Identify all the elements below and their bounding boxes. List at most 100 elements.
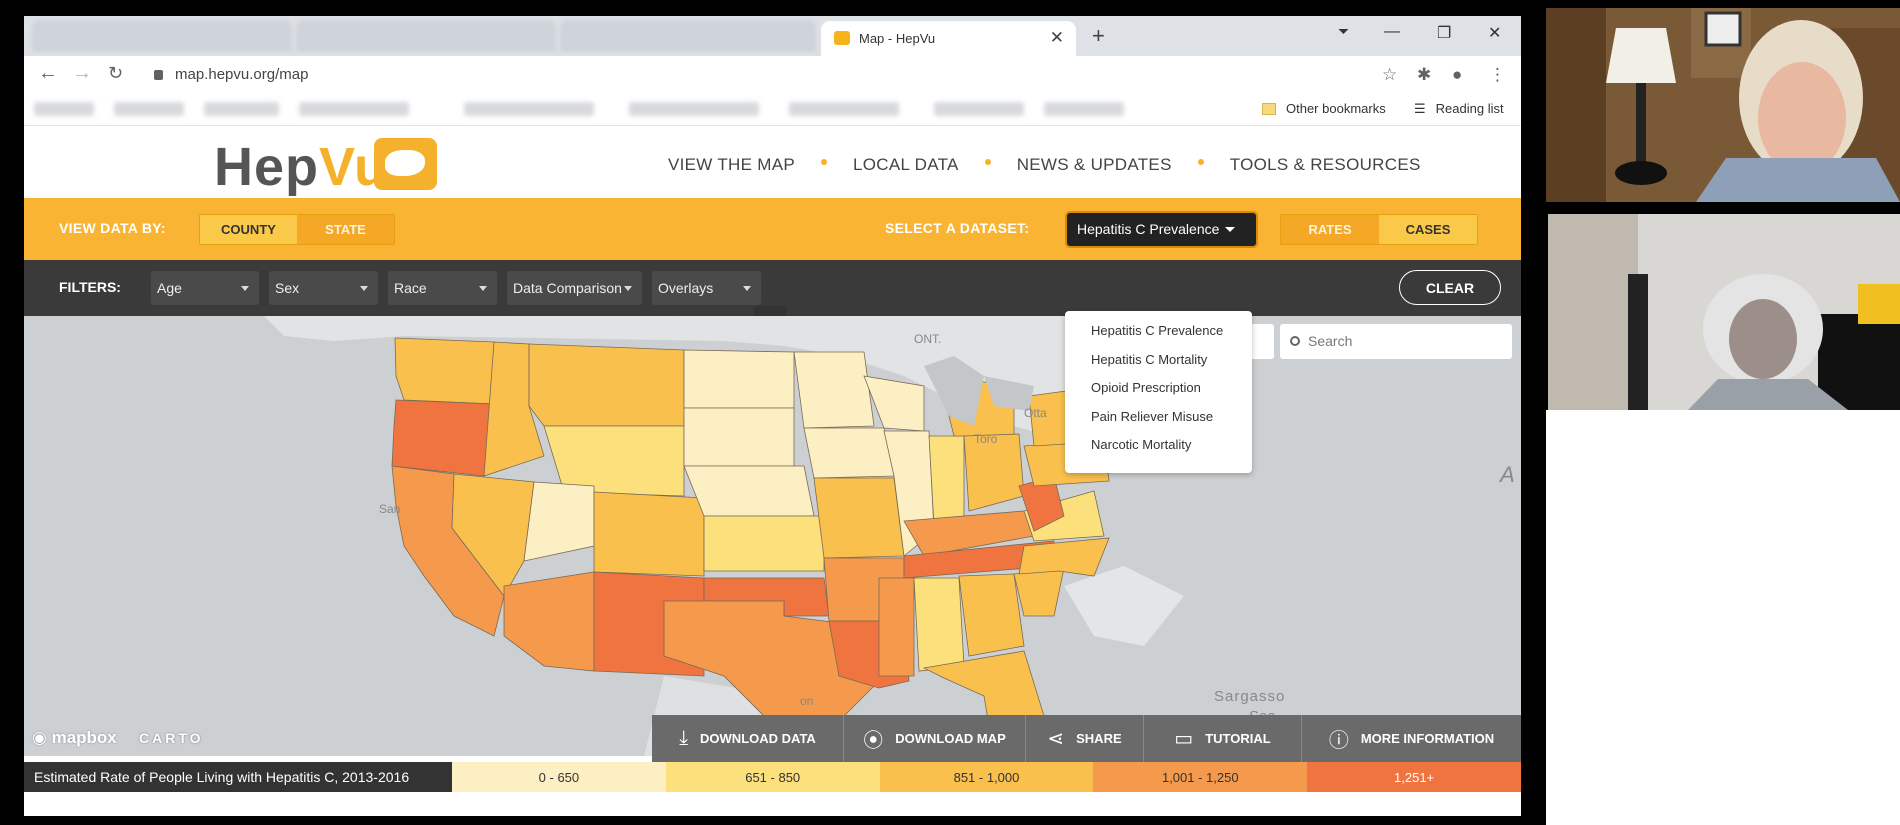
blurred-bookmark[interactable] xyxy=(34,102,94,116)
share-button[interactable]: ⋖ SHARE xyxy=(1026,715,1144,762)
blurred-bookmark[interactable] xyxy=(789,102,899,116)
filter-overlays[interactable]: Overlays xyxy=(652,271,761,305)
tab-hepvu-map[interactable]: Map - HepVu ✕ xyxy=(821,21,1076,56)
map-label-on: on xyxy=(800,694,814,708)
blurred-bookmark[interactable] xyxy=(1044,102,1124,116)
mapbox-text: mapbox xyxy=(51,728,117,747)
blurred-bookmark[interactable] xyxy=(464,102,594,116)
state-kansas[interactable] xyxy=(703,515,825,572)
state-button[interactable]: STATE xyxy=(297,215,394,244)
map-search-input[interactable]: Search xyxy=(1280,324,1512,359)
more-information-button[interactable]: ⓘ MORE INFORMATION xyxy=(1302,715,1521,762)
dataset-option[interactable]: Hepatitis C Mortality xyxy=(1091,351,1208,367)
blurred-bookmark[interactable] xyxy=(934,102,1024,116)
reading-list[interactable]: ☰ Reading list xyxy=(1414,101,1504,117)
filter-race[interactable]: Race xyxy=(388,271,497,305)
nav-local-data[interactable]: LOCAL DATA xyxy=(853,155,959,174)
state-missouri[interactable] xyxy=(813,477,905,559)
dataset-option[interactable]: Hepatitis C Prevalence xyxy=(1091,323,1224,338)
blurred-bookmark[interactable] xyxy=(114,102,184,116)
state-mississippi[interactable] xyxy=(878,577,915,677)
state-georgia[interactable] xyxy=(958,573,1025,657)
blurred-bookmark[interactable] xyxy=(629,102,759,116)
dataset-select[interactable]: Hepatitis C Prevalence xyxy=(1065,211,1258,248)
close-window-icon[interactable]: ✕ xyxy=(1488,25,1502,42)
county-button[interactable]: COUNTY xyxy=(200,215,297,244)
reload-icon[interactable]: ↻ xyxy=(108,63,124,83)
filter-data-comparison[interactable]: Data Comparison xyxy=(507,271,642,305)
state-montana[interactable] xyxy=(528,343,685,427)
close-tab-icon[interactable]: ✕ xyxy=(1049,28,1064,47)
state-north-carolina[interactable] xyxy=(1018,537,1110,577)
carto-logo[interactable]: CARTO xyxy=(139,730,204,746)
legend-bin-label: 0 - 650 xyxy=(538,769,580,785)
new-tab-icon[interactable]: + xyxy=(1092,23,1105,48)
view-by-toggle: COUNTY STATE xyxy=(199,214,395,245)
map-label-sargasso: Sargasso xyxy=(1214,688,1286,705)
other-bookmarks[interactable]: Other bookmarks xyxy=(1262,101,1386,116)
bookmark-star-icon[interactable]: ☆ xyxy=(1382,65,1398,84)
blurred-tab[interactable] xyxy=(560,20,816,52)
address-bar[interactable]: map.hepvu.org/map xyxy=(154,66,308,83)
dataset-label: SELECT A DATASET: xyxy=(885,220,1030,236)
state-wyoming[interactable] xyxy=(543,425,685,497)
menu-icon[interactable]: ⋮ xyxy=(1489,65,1506,84)
lock-icon xyxy=(154,70,163,80)
dataset-option[interactable]: Pain Reliever Misuse xyxy=(1091,408,1214,424)
nav-news-updates[interactable]: NEWS & UPDATES xyxy=(1016,155,1172,174)
filters-label: FILTERS: xyxy=(59,279,121,295)
state-nebraska[interactable] xyxy=(683,465,815,517)
state-minnesota[interactable] xyxy=(793,351,875,429)
profile-icon[interactable]: ● xyxy=(1452,65,1463,84)
restore-icon[interactable]: ❐ xyxy=(1437,25,1452,42)
state-arizona[interactable] xyxy=(503,571,595,672)
filter-age[interactable]: Age xyxy=(151,271,259,305)
download-map-label: DOWNLOAD MAP xyxy=(895,731,1006,746)
mapbox-logo[interactable]: ◉ mapbox xyxy=(32,728,117,748)
state-texas[interactable] xyxy=(663,600,875,737)
blurred-tab[interactable] xyxy=(32,20,292,52)
folder-icon xyxy=(1262,103,1276,115)
extensions-icon[interactable]: ✱ xyxy=(1417,65,1432,84)
cases-button[interactable]: CASES xyxy=(1379,215,1477,244)
blurred-bookmark[interactable] xyxy=(299,102,409,116)
dataset-option[interactable]: Opioid Prescription xyxy=(1091,380,1201,395)
more-information-label: MORE INFORMATION xyxy=(1360,731,1495,746)
legend-bin: 0 - 650 xyxy=(452,762,666,792)
map-control[interactable] xyxy=(1248,324,1274,359)
mapbox-icon: ◉ xyxy=(32,728,47,747)
blurred-tab[interactable] xyxy=(296,20,556,52)
choropleth-map[interactable]: Search ONT. Otta Toro San on Sargasso Se… xyxy=(24,316,1521,756)
other-bookmarks-label: Other bookmarks xyxy=(1286,101,1386,116)
minimize-icon[interactable]: — xyxy=(1384,23,1400,40)
state-washington[interactable] xyxy=(394,337,497,405)
tutorial-button[interactable]: ▭ TUTORIAL xyxy=(1144,715,1302,762)
state-south-dakota[interactable] xyxy=(683,407,795,467)
state-oregon[interactable] xyxy=(391,399,495,477)
state-nevada[interactable] xyxy=(451,473,535,597)
filter-age-label: Age xyxy=(157,280,182,296)
download-map-button[interactable]: ⦿ DOWNLOAD MAP xyxy=(844,715,1026,762)
back-icon[interactable]: ← xyxy=(38,62,58,84)
state-indiana[interactable] xyxy=(928,435,965,527)
nav-view-the-map[interactable]: VIEW THE MAP xyxy=(668,155,796,174)
download-data-button[interactable]: ⤓ DOWNLOAD DATA xyxy=(652,715,844,762)
state-north-dakota[interactable] xyxy=(683,349,795,409)
clear-button[interactable]: CLEAR xyxy=(1399,270,1501,305)
filter-sex[interactable]: Sex xyxy=(269,271,378,305)
dataset-option[interactable]: Narcotic Mortality xyxy=(1091,437,1192,452)
nav-tools-resources[interactable]: TOOLS & RESOURCES xyxy=(1229,155,1421,174)
caret-down-icon xyxy=(624,286,632,291)
tab-search-icon[interactable]: ⏷ xyxy=(1338,23,1350,39)
view-by-label: VIEW DATA BY: xyxy=(59,220,166,236)
blurred-bookmark[interactable] xyxy=(204,102,279,116)
map-canvas xyxy=(24,316,1521,756)
video-frame xyxy=(1546,8,1900,202)
rates-button[interactable]: RATES xyxy=(1281,215,1379,244)
hepvu-logo[interactable]: HepVu xyxy=(214,136,437,198)
state-iowa[interactable] xyxy=(803,427,895,479)
forward-icon[interactable]: → xyxy=(72,62,92,84)
state-colorado[interactable] xyxy=(593,491,705,577)
state-alabama[interactable] xyxy=(913,577,965,672)
